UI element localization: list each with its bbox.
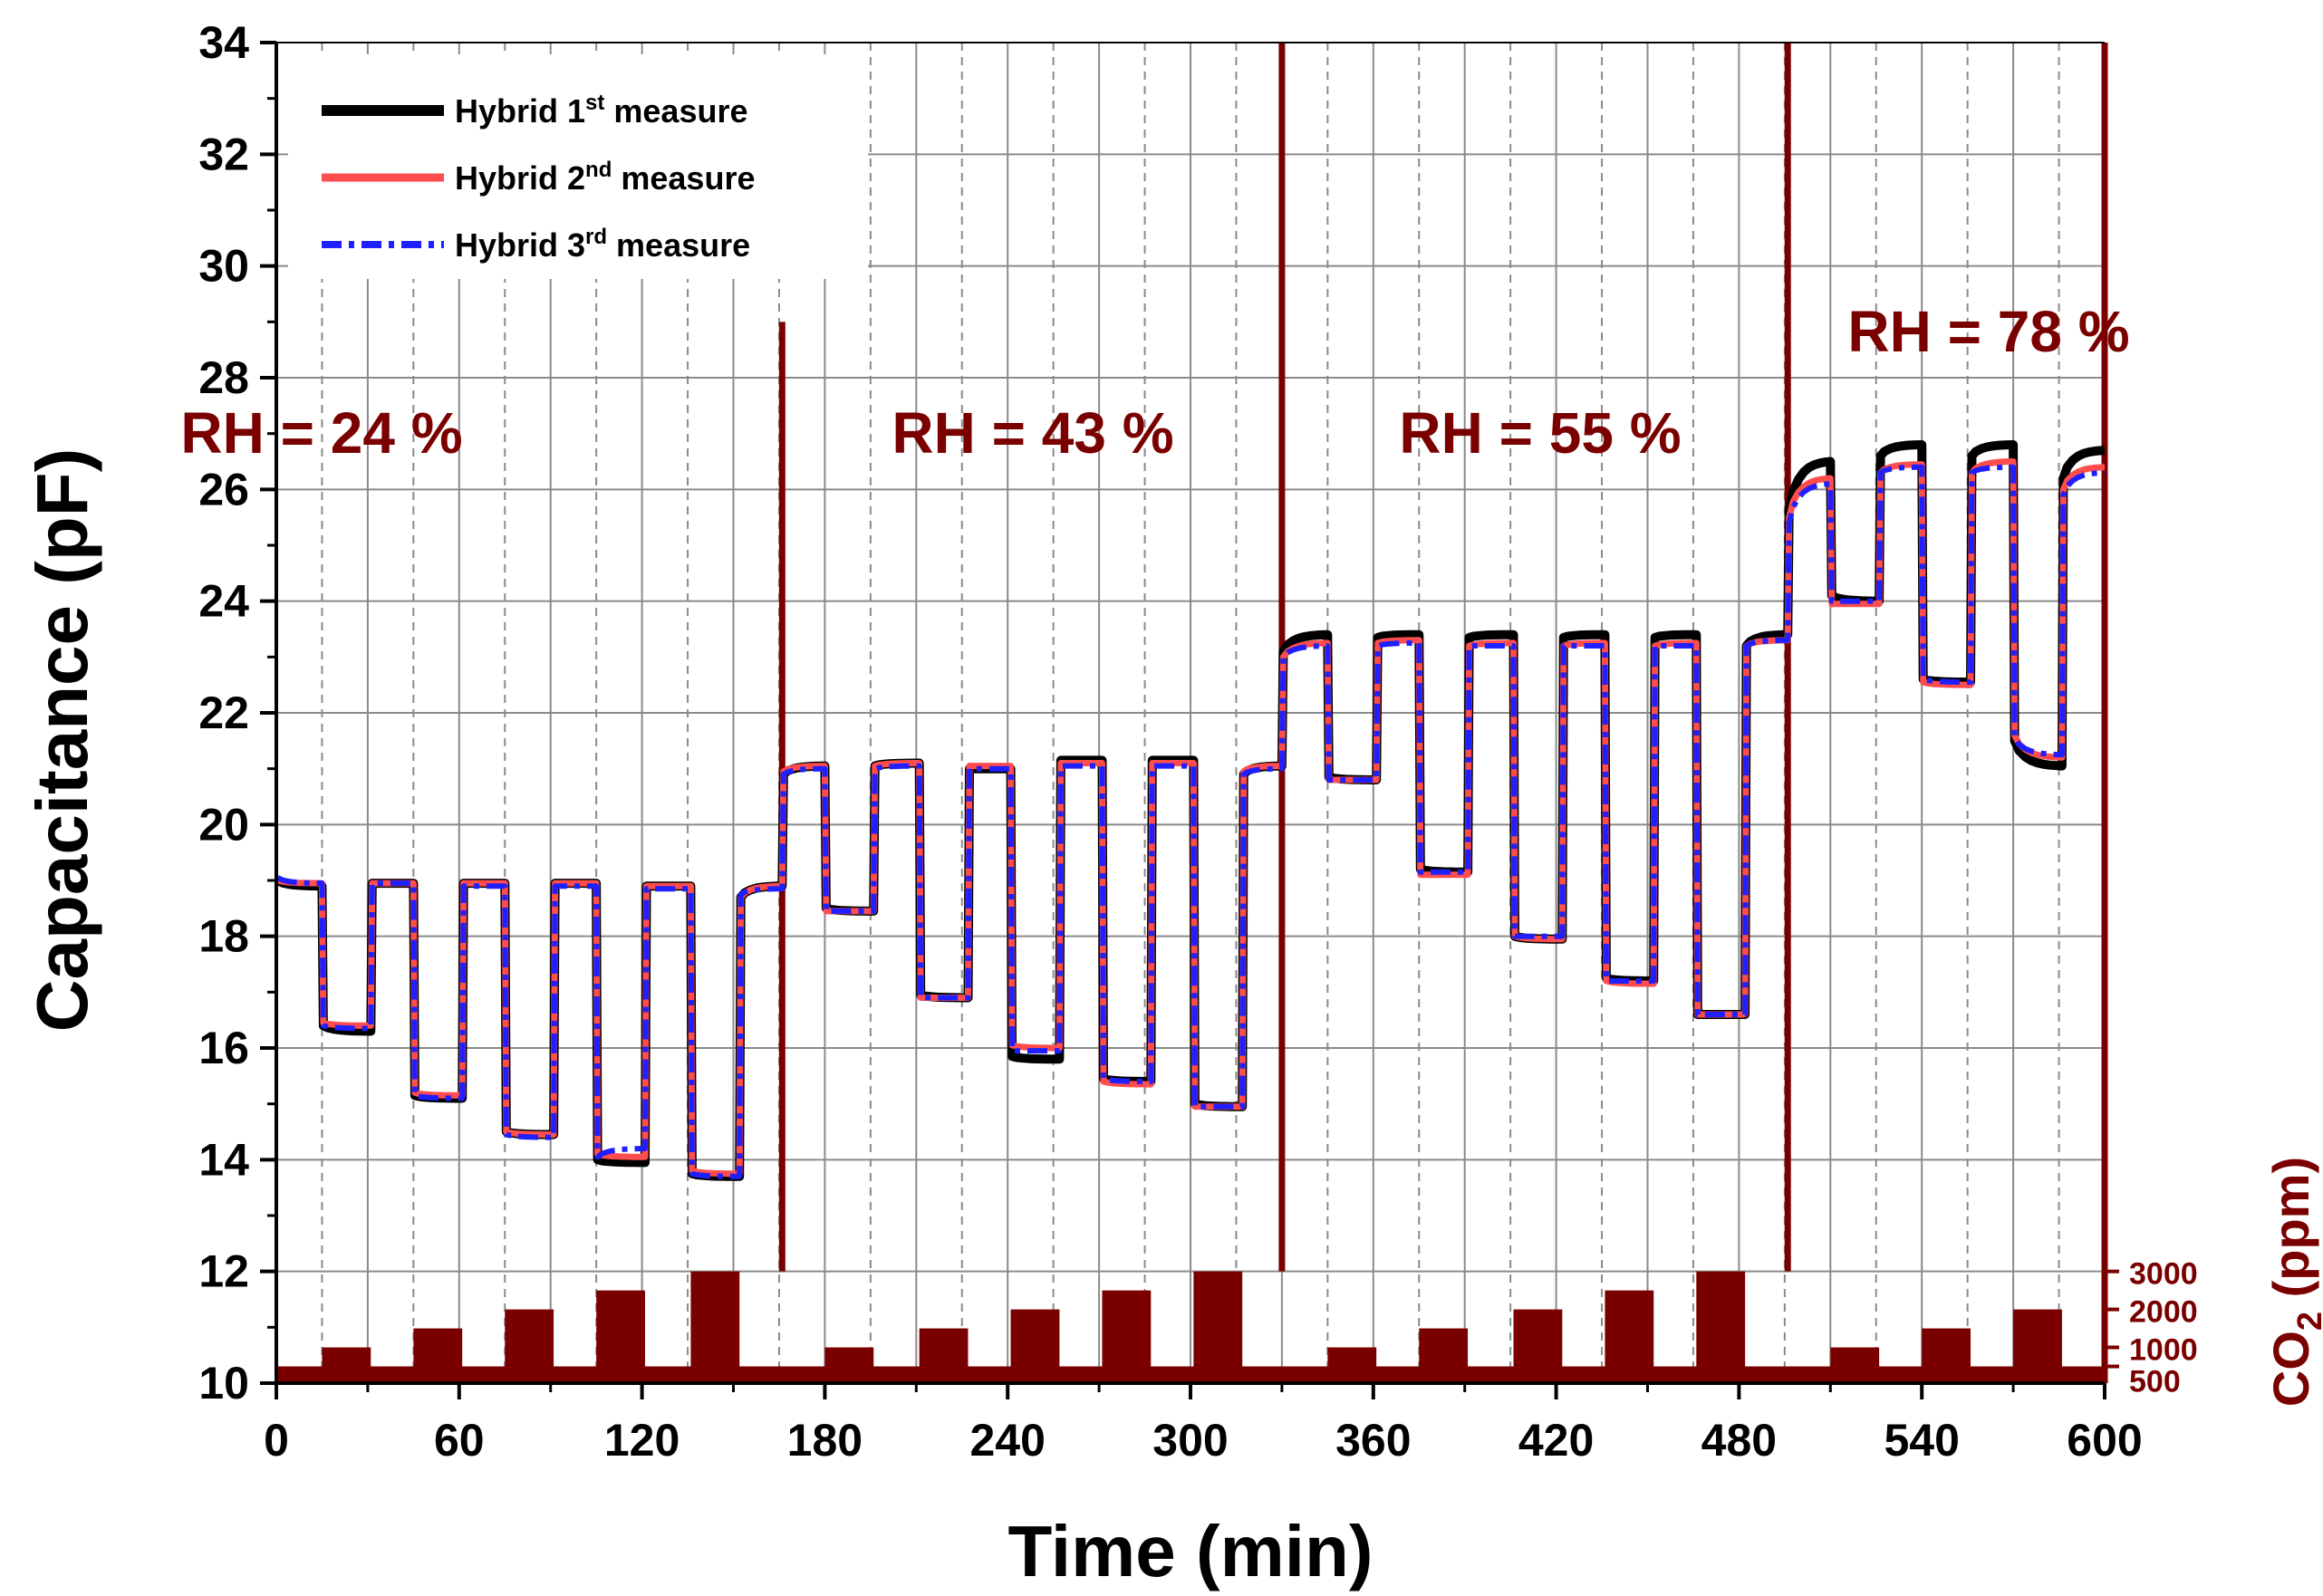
- x-tick-label: 300: [1152, 1415, 1228, 1466]
- x-tick-label: 360: [1335, 1415, 1411, 1466]
- co2-axis-title-sub: 2: [2291, 1312, 2323, 1331]
- rh-label: RH = 78 %: [1847, 299, 2129, 364]
- y-tick-label: 12: [198, 1246, 249, 1297]
- legend-label-3: Hybrid 3rd measure: [455, 225, 750, 264]
- x-tick-label: 0: [264, 1415, 289, 1466]
- co2-bar: [413, 1328, 463, 1383]
- y-tick-label: 10: [198, 1358, 249, 1409]
- legend-label-suffix: measure: [612, 159, 755, 197]
- y-tick-label: 32: [198, 129, 249, 179]
- x-tick-label: 180: [787, 1415, 863, 1466]
- series-layer: [275, 440, 2106, 1181]
- co2-tick-label: 500: [2129, 1365, 2181, 1399]
- x-tick-label: 240: [969, 1415, 1045, 1466]
- y-axis-title: Capacitance (pF): [22, 448, 102, 1033]
- x-tick-label: 420: [1518, 1415, 1594, 1466]
- y-tick-label: 34: [198, 17, 249, 68]
- series-line-3: [276, 464, 2106, 1179]
- rh-label: RH = 55 %: [1399, 400, 1681, 466]
- rh-label: RH = 43 %: [892, 400, 1173, 466]
- co2-bar: [919, 1328, 969, 1383]
- y-tick-label: 18: [198, 911, 249, 962]
- co2-axis-title-unit: (ppm): [2262, 1157, 2319, 1312]
- x-tick-label: 480: [1701, 1415, 1777, 1466]
- co2-bar: [1605, 1290, 1654, 1383]
- y-tick-label: 26: [198, 464, 249, 514]
- co2-bar: [824, 1347, 874, 1383]
- axis-layer: [260, 41, 2119, 1399]
- legend-label-sup: rd: [585, 225, 607, 249]
- co2-bar: [1419, 1328, 1469, 1383]
- co2-bar: [322, 1347, 371, 1383]
- co2-tick-label: 2000: [2129, 1295, 2198, 1330]
- legend-label-name: Hybrid 1: [455, 92, 585, 130]
- co2-bar: [505, 1309, 554, 1383]
- co2-bar-layer: [276, 1271, 2105, 1383]
- y-tick-label: 30: [198, 241, 249, 292]
- legend-label-suffix: measure: [607, 226, 750, 264]
- y-tick-label: 16: [198, 1023, 249, 1073]
- legend-label-suffix: measure: [604, 92, 747, 130]
- legend-label-name: Hybrid 2: [455, 159, 585, 197]
- y-tick-label: 28: [198, 352, 249, 403]
- y-tick-label: 14: [198, 1134, 249, 1185]
- legend-label-1: Hybrid 1st measure: [455, 91, 748, 130]
- legend-label-2: Hybrid 2nd measure: [455, 158, 755, 197]
- co2-axis-title-main: CO: [2262, 1331, 2319, 1407]
- rh-label: RH = 24 %: [180, 400, 462, 466]
- co2-bar: [1922, 1328, 1971, 1383]
- legend-label-sup: st: [585, 91, 604, 115]
- legend-label-name: Hybrid 3: [455, 226, 585, 264]
- text-layer: 10 12 14 16 18 20 22 24 26 28 30 32 34 0 60 120 180 240 30…: [22, 17, 2323, 1591]
- x-axis-title: Time (min): [1007, 1511, 1373, 1591]
- y-tick-label: 22: [198, 687, 249, 738]
- co2-bar: [1696, 1271, 1746, 1383]
- x-tick-label: 60: [434, 1415, 485, 1466]
- co2-bar: [690, 1271, 740, 1383]
- co2-bar: [1010, 1309, 1060, 1383]
- legend-box: [288, 54, 868, 279]
- co2-bar: [1193, 1271, 1243, 1383]
- co2-bar: [1327, 1347, 1377, 1383]
- legend-label-sup: nd: [585, 158, 612, 182]
- x-tick-label: 600: [2067, 1415, 2142, 1466]
- co2-axis-title: CO2 (ppm): [2262, 1157, 2323, 1407]
- y-tick-label: 24: [198, 576, 249, 627]
- co2-bar: [596, 1290, 645, 1383]
- x-tick-label: 540: [1884, 1415, 1959, 1466]
- co2-tick-label: 3000: [2129, 1257, 2198, 1292]
- co2-bar: [1830, 1347, 1880, 1383]
- co2-bar: [2013, 1309, 2062, 1383]
- co2-bar: [1513, 1309, 1563, 1383]
- x-tick-label: 120: [604, 1415, 680, 1466]
- co2-tick-label: 1000: [2129, 1333, 2198, 1368]
- co2-bar: [1102, 1290, 1152, 1383]
- y-tick-label: 20: [198, 799, 249, 850]
